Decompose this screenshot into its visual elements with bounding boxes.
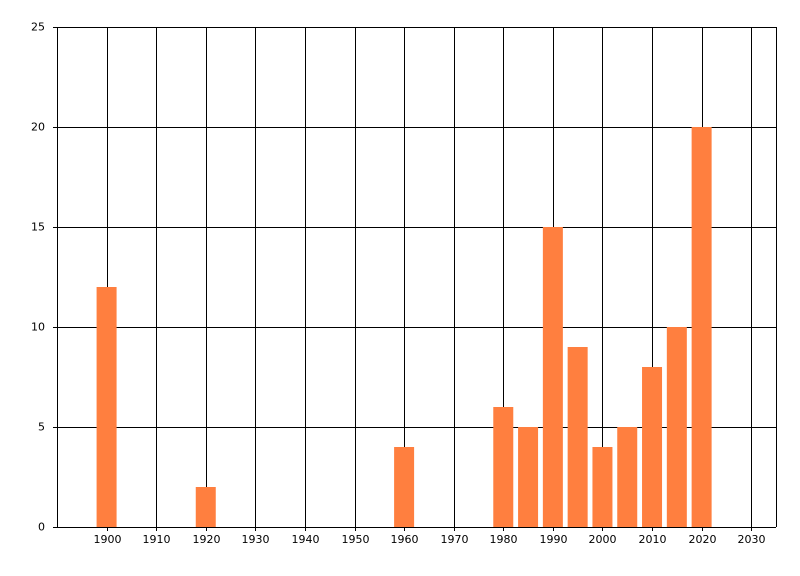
x-tick-label: 1930 bbox=[242, 533, 270, 546]
x-tick-label: 2000 bbox=[589, 533, 617, 546]
x-tick-label: 1980 bbox=[490, 533, 518, 546]
bar bbox=[617, 427, 638, 527]
y-tick-label: 5 bbox=[38, 421, 45, 434]
bar bbox=[567, 347, 588, 527]
bar bbox=[96, 287, 117, 527]
y-tick-label: 10 bbox=[31, 321, 45, 334]
x-tick-label: 1920 bbox=[193, 533, 221, 546]
bar bbox=[542, 227, 563, 527]
x-tick-label: 1960 bbox=[391, 533, 419, 546]
y-tick-label: 25 bbox=[31, 21, 45, 34]
x-tick-label: 2020 bbox=[689, 533, 717, 546]
bar bbox=[592, 447, 613, 527]
y-tick-label: 20 bbox=[31, 121, 45, 134]
x-tick-label: 1900 bbox=[94, 533, 122, 546]
bar bbox=[518, 427, 539, 527]
y-tick-label: 15 bbox=[31, 221, 45, 234]
bar bbox=[195, 487, 216, 527]
bar bbox=[394, 447, 415, 527]
x-tick-label: 1940 bbox=[292, 533, 320, 546]
bar bbox=[666, 327, 687, 527]
bar bbox=[691, 127, 712, 527]
y-tick-label: 0 bbox=[38, 521, 45, 534]
x-tick-label: 1990 bbox=[540, 533, 568, 546]
bar bbox=[493, 407, 514, 527]
x-tick-label: 1950 bbox=[342, 533, 370, 546]
x-tick-label: 1910 bbox=[143, 533, 171, 546]
x-tick-label: 2030 bbox=[738, 533, 766, 546]
x-tick-label: 1970 bbox=[441, 533, 469, 546]
x-tick-label: 2010 bbox=[639, 533, 667, 546]
bar bbox=[642, 367, 663, 527]
